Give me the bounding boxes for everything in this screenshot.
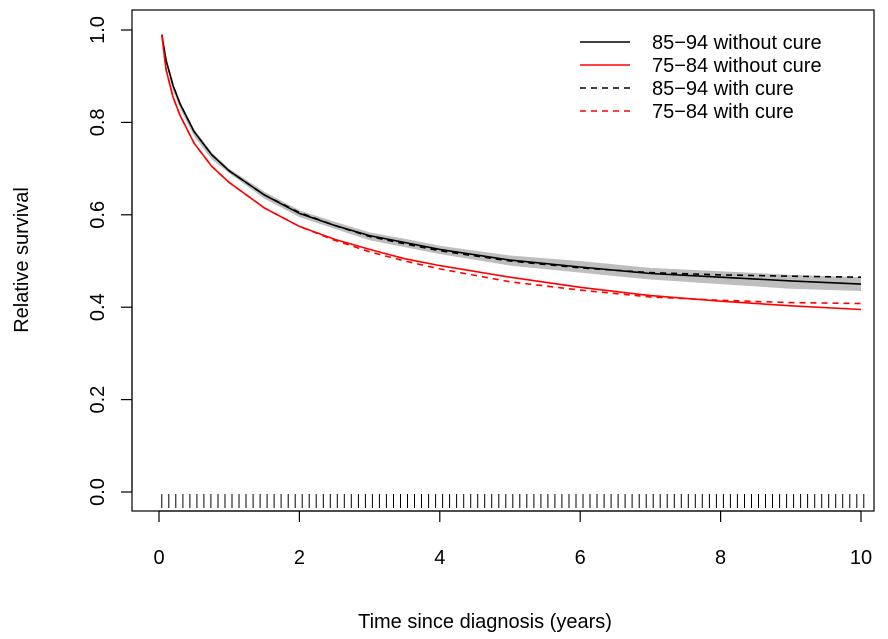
y-tick-label: 0.0 (87, 478, 109, 506)
series-layer (161, 34, 862, 311)
x-tick-label: 4 (434, 547, 445, 569)
x-tick-label: 10 (850, 547, 872, 569)
y-tick-label: 0.2 (87, 386, 109, 414)
x-tick-label: 0 (153, 547, 164, 569)
x-tick-label: 2 (294, 547, 305, 569)
y-tick-label: 0.6 (87, 201, 109, 229)
x-tick-label: 8 (715, 547, 726, 569)
x-axis-label: Time since diagnosis (years) (358, 611, 612, 633)
legend-label: 75−84 without cure (652, 55, 822, 77)
legend-label: 85−94 without cure (652, 32, 822, 54)
y-tick-label: 1.0 (87, 16, 109, 44)
y-axis: 0.0 0.2 0.4 0.6 0.8 1.0 (87, 16, 133, 506)
legend-label: 75−84 with cure (652, 101, 794, 123)
legend-label: 85−94 with cure (652, 78, 794, 100)
y-tick-label: 0.8 (87, 108, 109, 136)
series-line-3 (161, 34, 862, 278)
y-tick-label: 0.4 (87, 293, 109, 321)
x-tick-label: 6 (575, 547, 586, 569)
x-axis: 0 2 4 6 8 10 (153, 510, 872, 569)
y-axis-label: Relative survival (11, 187, 33, 333)
rug-layer (161, 494, 865, 508)
series-line-4 (161, 34, 862, 305)
series-line-2 (161, 34, 862, 311)
